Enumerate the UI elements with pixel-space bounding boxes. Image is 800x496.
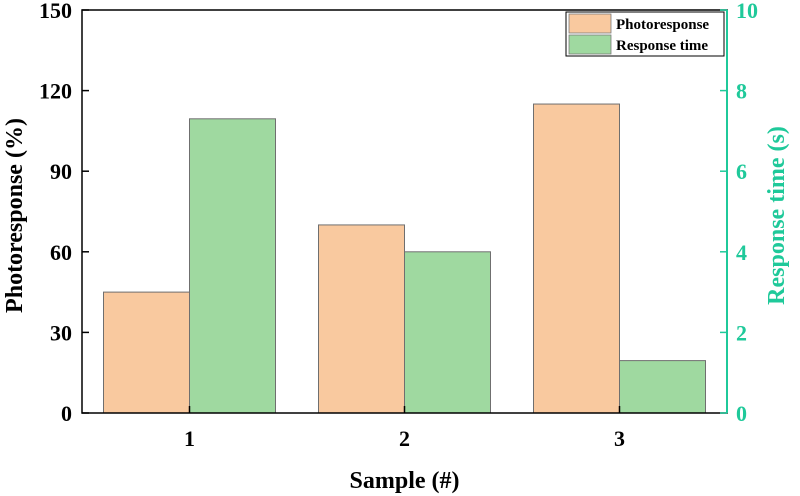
left-tick-label: 90 (50, 159, 72, 184)
right-axis-ticks: 0 2 4 6 8 10 (720, 0, 758, 426)
left-tick-label: 120 (39, 79, 72, 104)
x-tick-label: 2 (399, 426, 410, 451)
left-tick-label: 30 (50, 320, 72, 345)
right-tick-label: 0 (736, 401, 747, 426)
y-axis-right-label: Response time (s) (764, 126, 790, 305)
legend-swatch-response-time (568, 34, 612, 55)
right-tick-label: 4 (736, 240, 747, 265)
legend-label-photoresponse: Photoresponse (616, 17, 709, 33)
right-tick-label: 6 (736, 159, 747, 184)
x-axis-label: Sample (#) (350, 468, 460, 494)
bar-photoresponse-2 (318, 224, 405, 414)
bar-response-time-3 (619, 360, 706, 414)
bars-layer (103, 103, 706, 414)
left-tick-label: 0 (61, 401, 72, 426)
bar-response-time-1 (189, 118, 276, 414)
left-axis-ticks: 0 30 60 90 120 150 (39, 0, 89, 426)
bar-photoresponse-3 (533, 103, 620, 414)
left-tick-label: 60 (50, 240, 72, 265)
legend: Photoresponse Response time (565, 11, 725, 57)
bar-photoresponse-1 (103, 291, 190, 414)
right-tick-label: 8 (736, 79, 747, 104)
left-tick-label: 150 (39, 0, 72, 23)
x-axis-ticks: 1 2 3 (184, 406, 625, 451)
x-tick-label: 3 (614, 426, 625, 451)
bar-response-time-2 (404, 251, 491, 414)
y-axis-label: Photoresponse (%) (2, 118, 28, 313)
x-tick-label: 1 (184, 426, 195, 451)
legend-swatch-photoresponse (568, 13, 612, 34)
right-tick-label: 2 (736, 320, 747, 345)
legend-label-response-time: Response time (616, 38, 708, 54)
right-tick-label: 10 (736, 0, 758, 23)
